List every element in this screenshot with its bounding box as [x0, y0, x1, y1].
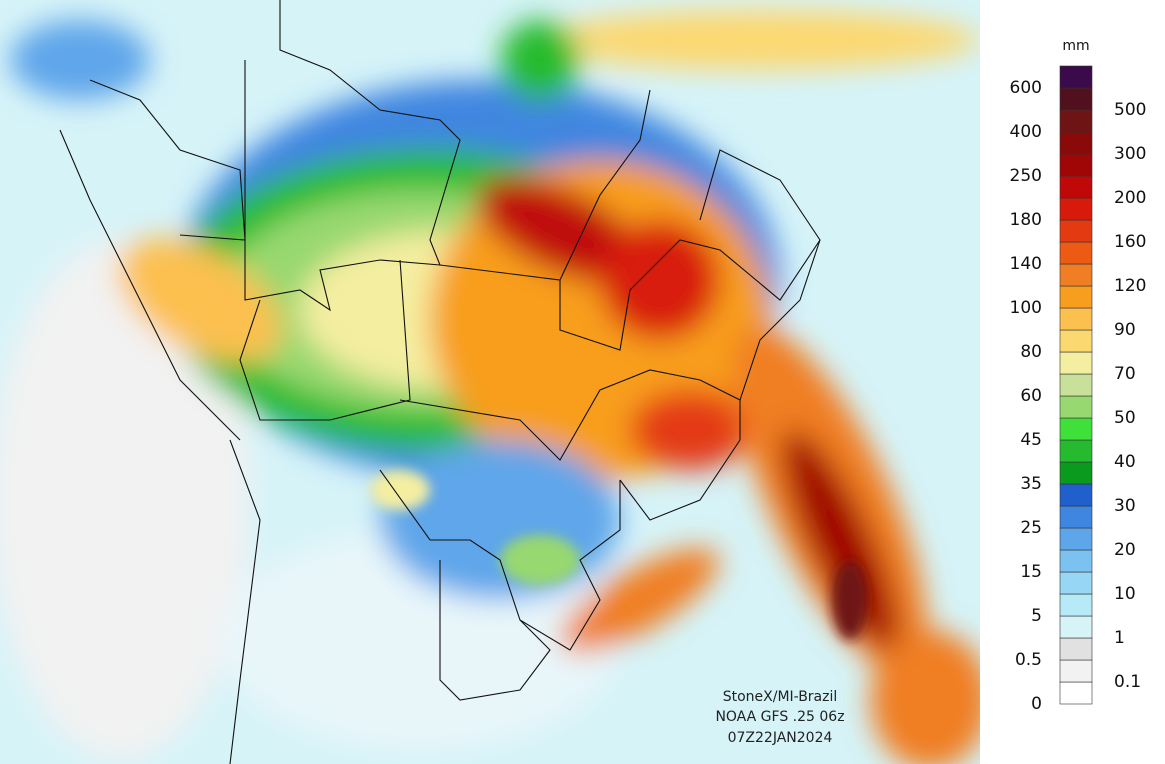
colorbar-box [1059, 571, 1093, 595]
colorbar-label: 140 [1010, 254, 1042, 274]
colorbar-label: 35 [1020, 474, 1042, 494]
credit-line: StoneX/MI-Brazil [723, 689, 838, 705]
colorbar-label: 100 [1010, 298, 1042, 318]
colorbar-box [1059, 395, 1093, 419]
colorbar-label: 45 [1020, 430, 1042, 450]
colorbar-label: 1 [1114, 628, 1125, 648]
colorbar-label: 40 [1114, 452, 1136, 472]
colorbar-label: 200 [1114, 188, 1146, 208]
colorbar-box [1059, 263, 1093, 287]
colorbar-label: 90 [1114, 320, 1136, 340]
colorbar-label: 0.5 [1015, 650, 1042, 670]
colorbar-label: 600 [1010, 78, 1042, 98]
colorbar-label: 160 [1114, 232, 1146, 252]
colorbar-box [1059, 197, 1093, 221]
colorbar-box [1059, 615, 1093, 639]
precip-map: StoneX/MI-Brazil NOAA GFS .25 06z 07Z22J… [0, 0, 980, 764]
colorbar-box [1059, 417, 1093, 441]
colorbar-box [1059, 527, 1093, 551]
colorbar-box [1059, 351, 1093, 375]
credit-line: 07Z22JAN2024 [728, 730, 833, 746]
colorbar-label: 50 [1114, 408, 1136, 428]
colorbar-unit: mm [1062, 38, 1089, 54]
colorbar-box [1059, 593, 1093, 617]
colorbar-label: 20 [1114, 540, 1136, 560]
colorbar-label: 60 [1020, 386, 1042, 406]
colorbar-box [1059, 175, 1093, 199]
colorbar-box [1059, 461, 1093, 485]
colorbar-label: 180 [1010, 210, 1042, 230]
colorbar-box [1059, 285, 1093, 309]
colorbar-label: 0 [1031, 694, 1042, 714]
colorbar-box [1059, 307, 1093, 331]
colorbar-label: 0.1 [1114, 672, 1141, 692]
colorbar-label: 400 [1010, 122, 1042, 142]
country-borders [59, 0, 821, 764]
colorbar-label: 500 [1114, 100, 1146, 120]
colorbar-box [1059, 549, 1093, 573]
colorbar-label: 15 [1020, 562, 1042, 582]
colorbar-box [1059, 439, 1093, 463]
colorbar-box [1059, 373, 1093, 397]
colorbar-box [1059, 109, 1093, 133]
colorbar-box [1059, 131, 1093, 155]
colorbar-box [1059, 483, 1093, 507]
colorbar-label: 10 [1114, 584, 1136, 604]
colorbar-box [1059, 681, 1093, 705]
colorbar-label: 250 [1010, 166, 1042, 186]
colorbar-box [1059, 153, 1093, 177]
colorbar-label: 120 [1114, 276, 1146, 296]
colorbar-box [1059, 505, 1093, 529]
colorbar-label: 5 [1031, 606, 1042, 626]
colorbar-label: 25 [1020, 518, 1042, 538]
colorbar-label: 70 [1114, 364, 1136, 384]
colorbar-label: 30 [1114, 496, 1136, 516]
colorbar-label: 80 [1020, 342, 1042, 362]
colorbar-label: 300 [1114, 144, 1146, 164]
colorbar-box [1059, 329, 1093, 353]
colorbar-box [1059, 241, 1093, 265]
colorbar-box [1059, 219, 1093, 243]
colorbar-box [1059, 637, 1093, 661]
colorbar-box [1059, 65, 1093, 89]
credit-line: NOAA GFS .25 06z [715, 709, 844, 725]
colorbar-box [1059, 659, 1093, 683]
colorbar-box [1059, 87, 1093, 111]
colorbar: mm 00.10.5151015202530354045506070809010… [1010, 38, 1147, 714]
